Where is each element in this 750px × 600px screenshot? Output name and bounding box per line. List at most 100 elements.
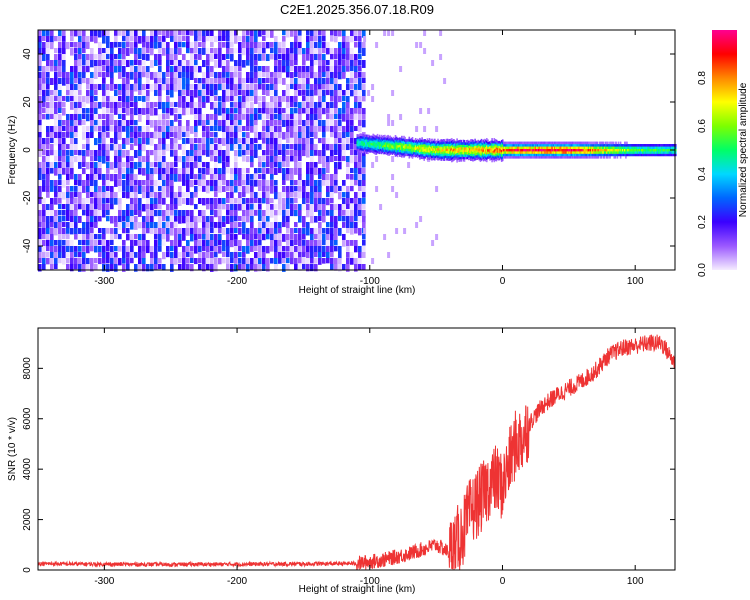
noise-cell: [338, 252, 342, 260]
noise-cell: [118, 72, 122, 79]
noise-cell: [270, 210, 274, 218]
noise-cell: [338, 210, 342, 217]
noise-cell: [350, 66, 354, 72]
signal-cell: [405, 153, 407, 156]
signal-cell: [446, 157, 449, 161]
signal-cell: [497, 148, 500, 151]
noise-cell: [58, 162, 62, 169]
noise-cell: [82, 30, 86, 37]
signal-cell: [555, 144, 557, 147]
signal-cell: [539, 148, 541, 152]
noise-cell: [274, 240, 278, 247]
noise-cell: [86, 90, 90, 98]
signal-cell: [403, 140, 405, 144]
signal-cell: [463, 149, 466, 153]
signal-cell: [492, 150, 494, 154]
noise-cell: [70, 144, 74, 152]
noise-cell: [186, 72, 190, 80]
signal-cell: [493, 147, 496, 151]
noise-cell: [206, 126, 210, 133]
noise-cell: [194, 138, 198, 144]
signal-cell: [627, 151, 629, 154]
noise-cell: [114, 60, 118, 67]
noise-cell: [238, 252, 242, 258]
noise-cell: [198, 78, 202, 84]
signal-cell: [531, 141, 534, 145]
noise-cell: [186, 60, 190, 66]
noise-cell: [210, 78, 214, 86]
noise-cell: [78, 90, 82, 96]
noise-cell: [46, 162, 50, 168]
noise-cell: [94, 54, 98, 60]
noise-cell: [74, 30, 78, 37]
signal-cell: [666, 144, 669, 147]
noise-cell: [218, 72, 222, 80]
noise-cell: [62, 60, 66, 67]
signal-cell: [545, 141, 548, 145]
noise-cell: [234, 48, 238, 54]
signal-cell: [527, 141, 529, 145]
noise-cell: [174, 228, 178, 235]
noise-cell: [214, 138, 218, 144]
signal-cell: [412, 142, 415, 146]
signal-cell: [376, 148, 379, 151]
noise-cell: [198, 138, 202, 144]
signal-cell: [462, 146, 465, 150]
signal-cell: [435, 148, 437, 151]
noise-cell: [306, 168, 310, 175]
signal-cell: [616, 148, 619, 152]
noise-cell: [294, 72, 298, 78]
signal-cell: [394, 137, 397, 140]
signal-cell: [592, 156, 594, 159]
noise-cell: [246, 180, 250, 186]
signal-cell: [662, 146, 664, 149]
noise-cell: [262, 138, 266, 144]
noise-cell: [371, 96, 375, 102]
signal-cell: [397, 149, 400, 153]
noise-cell: [214, 90, 218, 96]
noise-cell: [294, 78, 298, 86]
noise-cell: [206, 138, 210, 145]
signal-cell: [468, 143, 470, 146]
noise-cell: [238, 114, 242, 122]
signal-cell: [500, 154, 503, 158]
noise-cell: [234, 168, 238, 176]
signal-cell: [617, 146, 620, 149]
noise-cell: [138, 48, 142, 56]
signal-cell: [650, 146, 653, 149]
signal-cell: [372, 133, 374, 137]
signal-cell: [561, 146, 563, 149]
signal-cell: [456, 148, 458, 151]
noise-cell: [186, 198, 190, 205]
noise-cell: [114, 234, 118, 240]
noise-cell: [242, 168, 246, 174]
signal-cell: [602, 151, 605, 154]
noise-cell: [262, 114, 266, 120]
signal-cell: [601, 153, 604, 157]
noise-cell: [226, 90, 230, 97]
signal-cell: [439, 147, 441, 150]
signal-cell: [655, 151, 658, 154]
noise-cell: [238, 204, 242, 211]
signal-cell: [672, 153, 675, 157]
noise-cell: [126, 102, 130, 109]
noise-cell: [114, 246, 118, 252]
noise-cell: [118, 66, 122, 73]
signal-cell: [552, 156, 555, 159]
signal-cell: [426, 152, 429, 156]
signal-cell: [442, 139, 445, 142]
signal-cell: [600, 148, 603, 152]
signal-cell: [443, 139, 446, 142]
noise-cell: [214, 264, 218, 272]
signal-cell: [419, 142, 421, 146]
signal-cell: [582, 156, 585, 159]
signal-cell: [488, 141, 490, 145]
noise-cell: [346, 258, 350, 265]
noise-cell: [226, 204, 230, 212]
signal-cell: [617, 141, 620, 145]
noise-cell: [214, 144, 218, 152]
noise-cell: [326, 186, 330, 194]
signal-cell: [453, 143, 455, 147]
signal-cell: [497, 145, 500, 149]
noise-cell: [290, 120, 294, 128]
